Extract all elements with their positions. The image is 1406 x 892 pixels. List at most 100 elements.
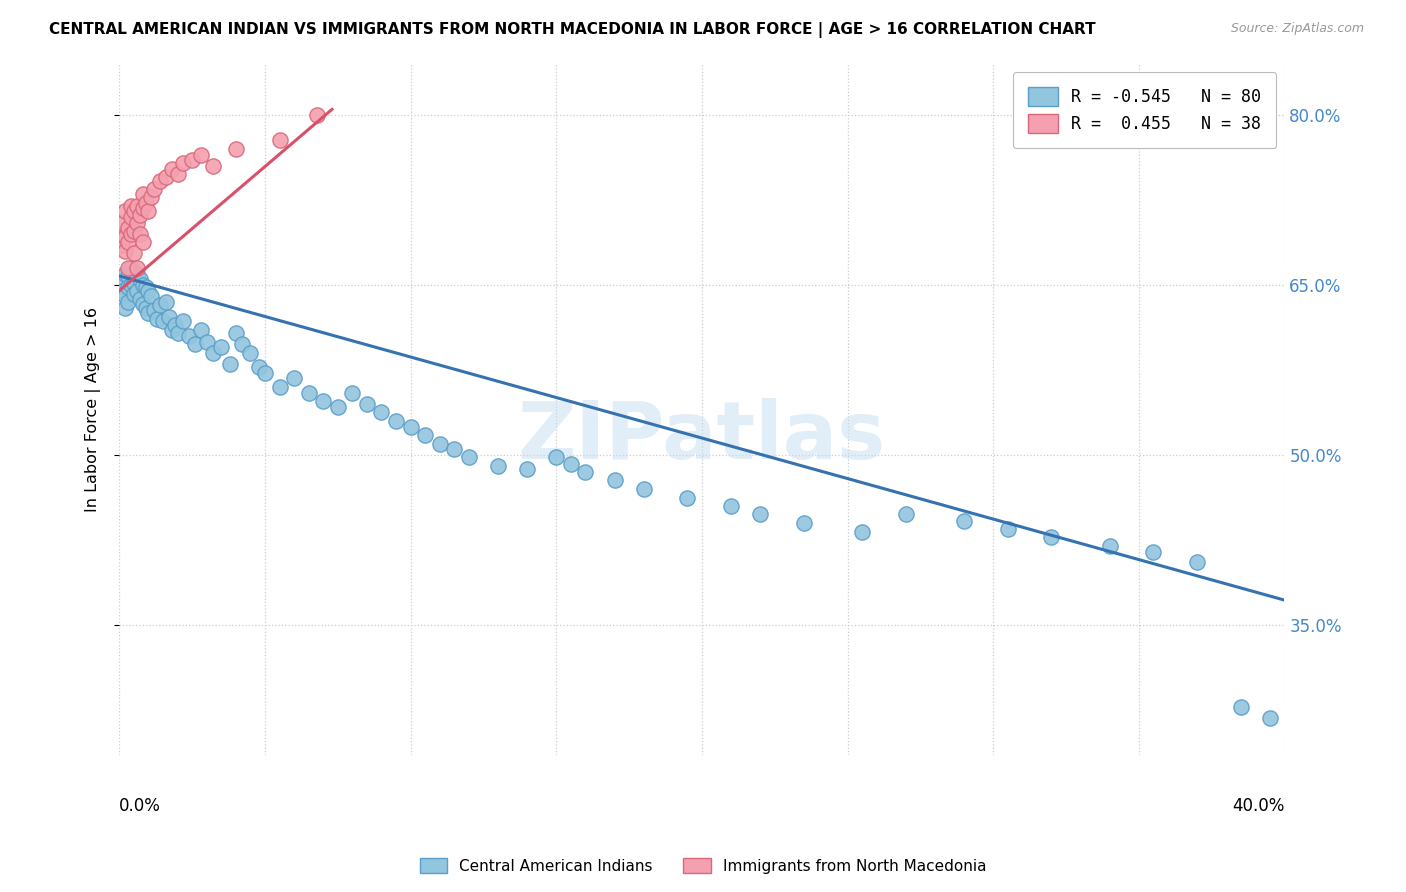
Point <box>399 419 422 434</box>
Point <box>720 499 742 513</box>
Point <box>111 284 134 298</box>
Point <box>157 310 180 324</box>
Point <box>138 306 160 320</box>
Point <box>172 155 194 169</box>
Point <box>131 297 153 311</box>
Text: 0.0%: 0.0% <box>120 797 162 814</box>
Point <box>370 405 392 419</box>
Point <box>486 459 509 474</box>
Point <box>166 167 188 181</box>
Point <box>117 261 139 276</box>
Point <box>114 301 136 315</box>
Point <box>111 227 134 241</box>
Point <box>122 224 145 238</box>
Point <box>894 507 917 521</box>
Point <box>356 397 378 411</box>
Point <box>231 337 253 351</box>
Point <box>1098 539 1121 553</box>
Point <box>1185 555 1208 569</box>
Point <box>149 174 172 188</box>
Point <box>633 482 655 496</box>
Point <box>516 461 538 475</box>
Point <box>152 314 174 328</box>
Point <box>560 457 582 471</box>
Point <box>128 227 150 241</box>
Point <box>114 267 136 281</box>
Point <box>219 357 242 371</box>
Point <box>172 314 194 328</box>
Point <box>146 312 169 326</box>
Point <box>114 230 136 244</box>
Point <box>385 414 408 428</box>
Point <box>160 162 183 177</box>
Point <box>997 522 1019 536</box>
Point <box>283 371 305 385</box>
Point <box>239 346 262 360</box>
Point <box>120 261 142 276</box>
Point <box>131 235 153 249</box>
Point <box>225 142 247 156</box>
Point <box>114 244 136 258</box>
Point <box>122 246 145 260</box>
Point <box>1142 545 1164 559</box>
Point <box>117 235 139 249</box>
Point <box>120 199 142 213</box>
Point <box>179 329 201 343</box>
Point <box>851 525 873 540</box>
Point <box>342 385 364 400</box>
Point <box>135 301 157 315</box>
Point <box>184 337 207 351</box>
Point <box>128 208 150 222</box>
Point <box>114 204 136 219</box>
Point <box>190 147 212 161</box>
Point <box>143 182 166 196</box>
Point <box>429 436 451 450</box>
Point <box>111 272 134 286</box>
Point <box>201 346 224 360</box>
Point <box>117 295 139 310</box>
Point <box>125 261 148 276</box>
Point <box>1258 711 1281 725</box>
Text: Source: ZipAtlas.com: Source: ZipAtlas.com <box>1230 22 1364 36</box>
Point <box>201 159 224 173</box>
Point <box>114 289 136 303</box>
Point <box>141 189 163 203</box>
Text: ZIPatlas: ZIPatlas <box>517 399 886 476</box>
Point <box>749 507 772 521</box>
Point <box>190 323 212 337</box>
Point <box>111 216 134 230</box>
Point <box>413 427 436 442</box>
Point <box>120 278 142 293</box>
Point <box>125 284 148 298</box>
Point <box>457 450 479 465</box>
Point <box>120 210 142 224</box>
Point <box>1229 699 1251 714</box>
Point <box>122 204 145 219</box>
Point <box>131 278 153 293</box>
Point <box>166 326 188 340</box>
Point <box>793 516 815 530</box>
Point <box>603 473 626 487</box>
Point <box>326 401 349 415</box>
Legend: Central American Indians, Immigrants from North Macedonia: Central American Indians, Immigrants fro… <box>413 852 993 880</box>
Point <box>209 340 232 354</box>
Point <box>225 326 247 340</box>
Point <box>128 292 150 306</box>
Point <box>138 284 160 298</box>
Point <box>125 267 148 281</box>
Point <box>141 289 163 303</box>
Y-axis label: In Labor Force | Age > 16: In Labor Force | Age > 16 <box>86 307 101 512</box>
Point <box>195 334 218 349</box>
Point <box>122 276 145 290</box>
Point <box>155 170 177 185</box>
Point <box>253 367 276 381</box>
Point <box>247 359 270 374</box>
Point <box>312 393 335 408</box>
Point <box>135 196 157 211</box>
Point <box>131 187 153 202</box>
Point <box>155 295 177 310</box>
Point <box>269 380 291 394</box>
Point <box>307 108 329 122</box>
Point <box>181 153 204 168</box>
Point <box>1040 530 1063 544</box>
